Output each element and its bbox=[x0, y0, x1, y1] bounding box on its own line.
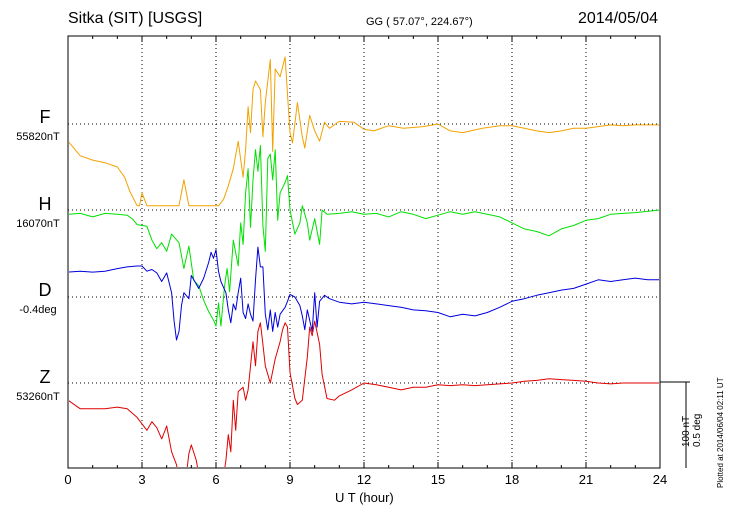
x-tick-label: 6 bbox=[212, 472, 219, 487]
x-tick-label: 21 bbox=[579, 472, 593, 487]
series-name-z: Z bbox=[39, 367, 51, 387]
series-baseline-d: -0.4deg bbox=[19, 304, 57, 316]
series-name-d: D bbox=[38, 280, 52, 300]
series-line-h bbox=[69, 145, 659, 327]
scale-deg-label: 0.5 deg bbox=[692, 413, 703, 447]
series-name-f: F bbox=[39, 107, 51, 127]
series-line-d bbox=[69, 246, 659, 341]
x-axis: 0 3 6 9 12 15 18 21 24 bbox=[64, 36, 667, 487]
x-tick-label: 15 bbox=[431, 472, 445, 487]
coordinates-label: GG ( 57.07°, 224.67°) bbox=[366, 16, 473, 28]
x-axis-label: U T (hour) bbox=[335, 490, 394, 505]
x-tick-label: 3 bbox=[138, 472, 145, 487]
plotted-timestamp: Plotted at 2014/06/04 02:11 UT bbox=[716, 377, 725, 488]
series-line-z bbox=[69, 320, 659, 467]
series-line-f bbox=[69, 56, 659, 207]
x-tick-label: 0 bbox=[64, 472, 71, 487]
series-name-h: H bbox=[38, 194, 52, 214]
scale-nt-label: 100 nT bbox=[681, 415, 692, 447]
x-tick-label: 24 bbox=[653, 472, 667, 487]
series-baseline-z: 53260nT bbox=[16, 391, 60, 403]
x-tick-label: 9 bbox=[286, 472, 293, 487]
scale-bar bbox=[660, 381, 690, 468]
station-title: Sitka (SIT) [USGS] bbox=[68, 10, 203, 27]
x-tick-label: 12 bbox=[357, 472, 371, 487]
date-label: 2014/05/04 bbox=[578, 10, 659, 27]
grid bbox=[68, 36, 660, 468]
series-baseline-h: 16070nT bbox=[16, 218, 60, 230]
series-baseline-f: 55820nT bbox=[16, 131, 60, 143]
x-tick-label: 18 bbox=[505, 472, 519, 487]
series-layer bbox=[69, 56, 659, 467]
